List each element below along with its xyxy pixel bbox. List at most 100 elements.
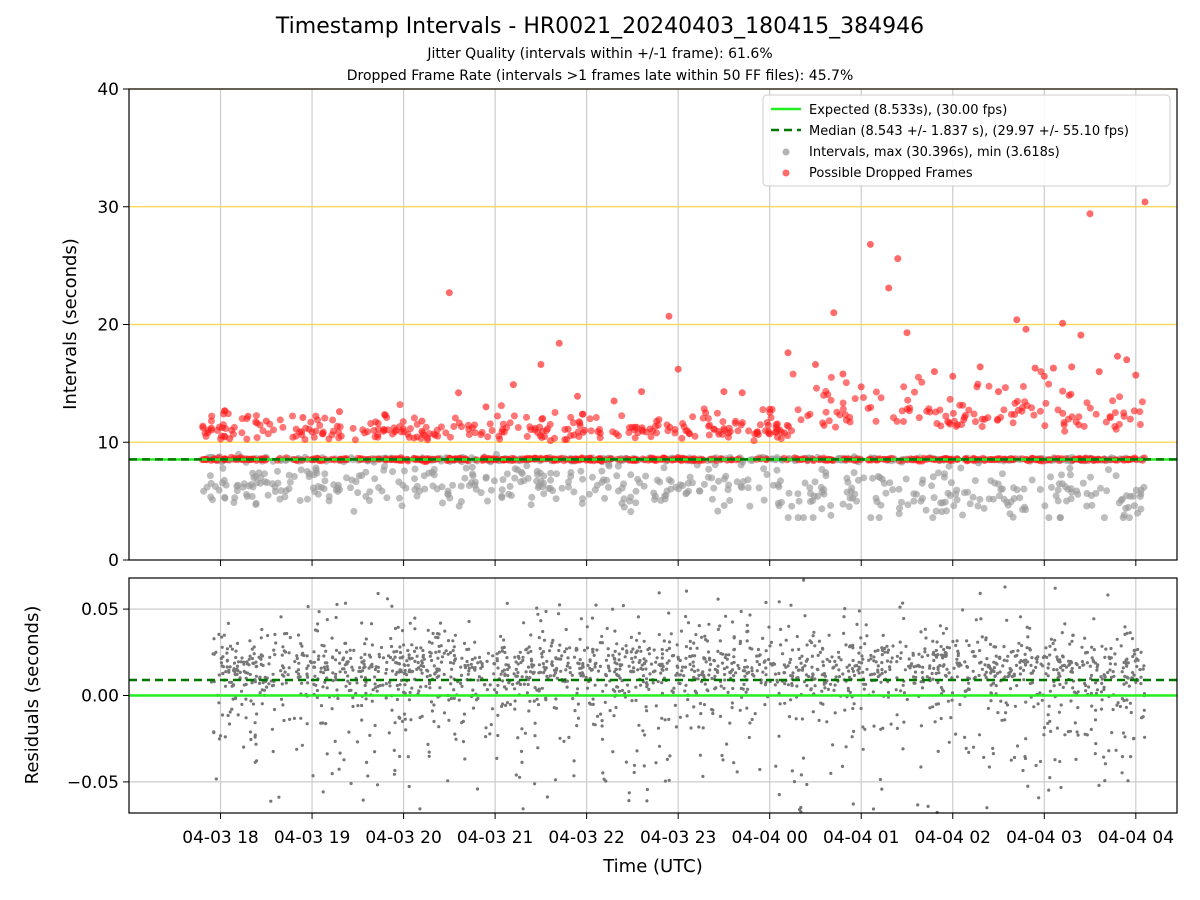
residual-point	[998, 656, 1002, 661]
residual-point	[522, 682, 527, 686]
residual-point	[387, 731, 391, 735]
residual-point	[697, 673, 701, 678]
interval-point	[248, 493, 256, 500]
residual-point	[861, 725, 865, 729]
residual-point	[491, 654, 495, 658]
dropped-frame-outlier	[574, 392, 581, 400]
interval-point	[1083, 502, 1091, 510]
interval-point	[930, 494, 938, 502]
residual-point	[690, 668, 694, 672]
dropped-frame-point	[561, 426, 569, 433]
residual-point	[1129, 710, 1133, 715]
time-x-tick-label: 04-04 00	[731, 828, 807, 848]
residual-point	[384, 667, 389, 672]
residual-point	[503, 672, 507, 676]
residual-point	[463, 666, 468, 670]
residual-point	[944, 674, 948, 678]
residual-point	[223, 735, 227, 739]
dropped-frame-point	[325, 435, 333, 443]
residual-point	[684, 645, 689, 649]
residual-point	[734, 671, 738, 675]
interval-point	[282, 487, 290, 495]
residual-point	[641, 729, 645, 733]
residual-point	[532, 699, 536, 703]
residual-point	[811, 710, 815, 714]
residual-point	[361, 798, 365, 802]
residual-point	[683, 689, 687, 693]
residual-point	[1048, 644, 1052, 648]
residual-point	[808, 639, 812, 643]
residual-point	[799, 661, 803, 665]
residual-point	[736, 663, 740, 668]
residual-point	[996, 671, 1000, 675]
residual-point	[565, 664, 569, 668]
residual-point	[271, 672, 275, 676]
residual-point	[309, 661, 314, 665]
residual-point	[692, 664, 696, 668]
residual-point	[536, 746, 540, 750]
residual-point	[1068, 642, 1072, 646]
residual-point	[364, 637, 368, 641]
residual-point	[899, 651, 903, 655]
residual-point	[591, 650, 595, 654]
dropped-frame-point	[699, 414, 707, 422]
interval-point	[588, 473, 596, 481]
residual-point	[639, 649, 643, 653]
residual-point	[321, 685, 325, 689]
residual-point	[1055, 726, 1059, 730]
interval-point	[971, 477, 979, 485]
residual-point	[936, 749, 940, 754]
residual-point	[596, 669, 601, 673]
residual-point	[605, 626, 609, 631]
interval-point	[636, 479, 644, 487]
residual-point	[631, 660, 635, 664]
interval-point	[243, 491, 250, 498]
residual-point	[830, 655, 834, 659]
residual-point	[333, 675, 338, 679]
dropped-frame-outlier	[1040, 372, 1048, 380]
interval-point	[760, 496, 768, 504]
residual-point	[684, 656, 688, 660]
residual-point	[934, 648, 938, 653]
residual-point	[421, 648, 425, 653]
residual-point	[852, 729, 856, 734]
interval-point	[1100, 514, 1108, 522]
residual-point	[255, 759, 259, 763]
dropped-frame-point	[923, 407, 931, 415]
interval-point	[1137, 486, 1145, 494]
residual-point	[1018, 615, 1023, 619]
dropped-frame-outlier	[1114, 352, 1121, 360]
residual-point	[925, 675, 929, 679]
interval-point	[605, 462, 613, 470]
dropped-frame-point	[813, 384, 820, 392]
residual-point	[761, 670, 765, 674]
residual-point	[886, 650, 890, 655]
residual-point	[392, 650, 396, 654]
dropped-frame-point	[680, 423, 688, 431]
residual-point	[551, 638, 555, 643]
residual-point	[676, 665, 680, 670]
residual-point	[654, 660, 658, 664]
dropped-frame-point	[825, 417, 833, 425]
residual-point	[586, 663, 590, 668]
residual-point	[434, 635, 438, 639]
residual-point	[564, 668, 568, 672]
interval-point	[1020, 485, 1028, 493]
residual-point	[839, 658, 843, 662]
residual-point	[1102, 685, 1106, 690]
residual-point	[1028, 647, 1032, 651]
residual-point	[225, 658, 230, 662]
residual-point	[595, 714, 600, 718]
residual-point	[485, 688, 489, 692]
residual-point	[1118, 704, 1122, 709]
residual-point	[500, 704, 504, 709]
residual-point	[599, 712, 603, 716]
residual-point	[342, 667, 346, 671]
interval-point	[746, 502, 754, 510]
residual-point	[677, 681, 681, 685]
residual-point	[774, 764, 778, 768]
residual-point	[407, 670, 411, 674]
residual-point	[420, 671, 424, 675]
residual-point	[344, 684, 348, 688]
residual-point	[964, 746, 968, 751]
